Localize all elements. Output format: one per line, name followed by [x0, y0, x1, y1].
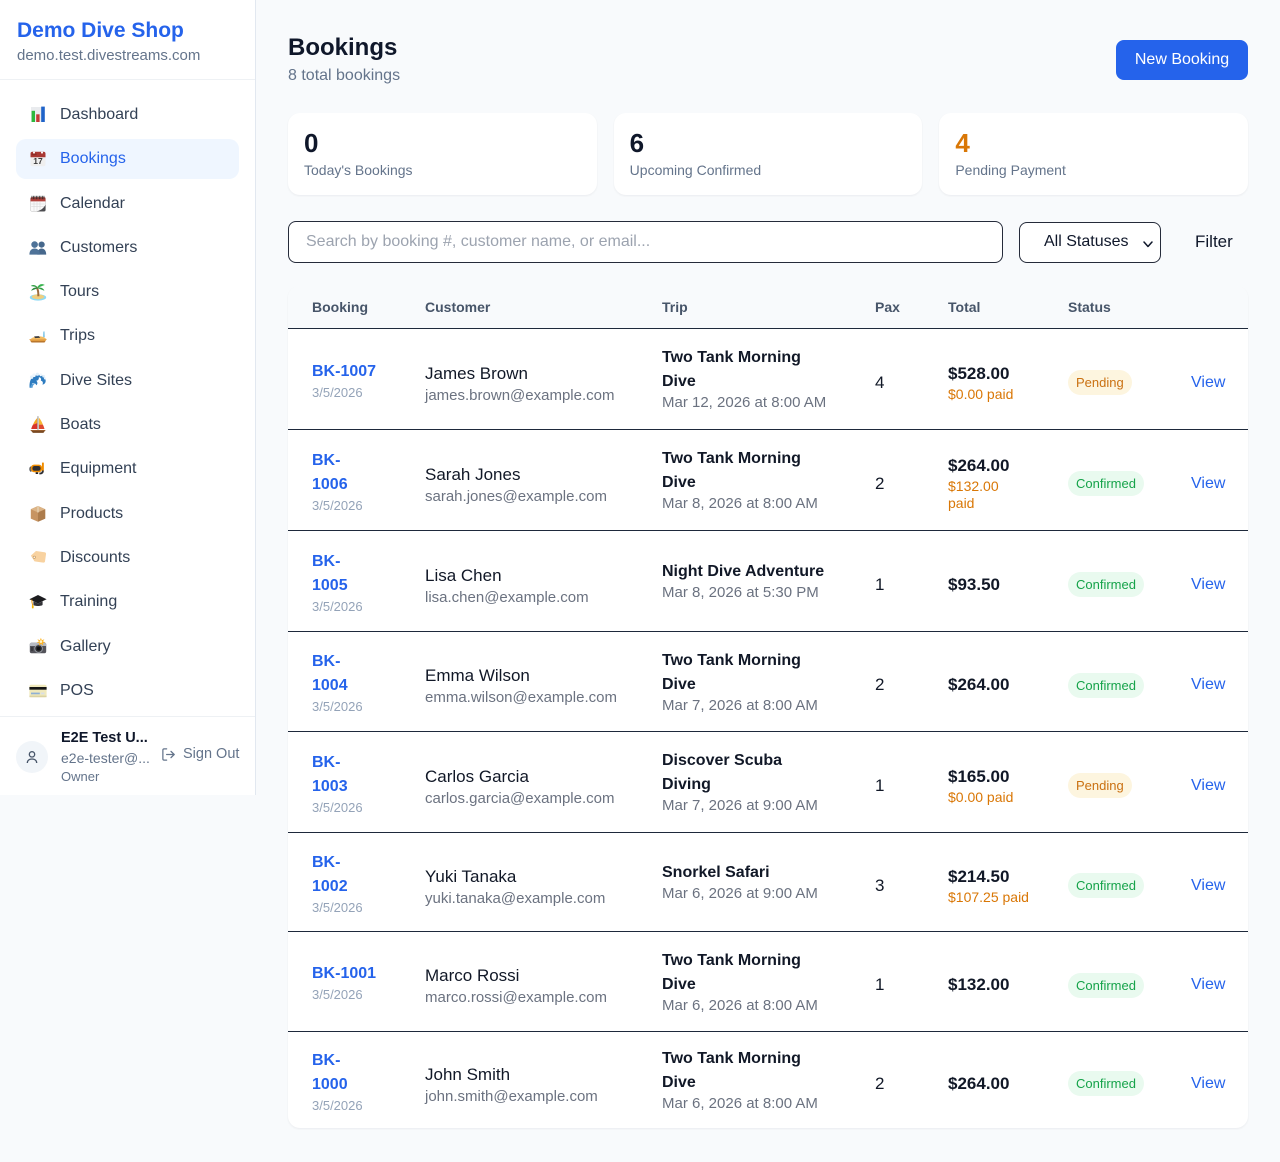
svg-text:17: 17	[33, 156, 43, 166]
